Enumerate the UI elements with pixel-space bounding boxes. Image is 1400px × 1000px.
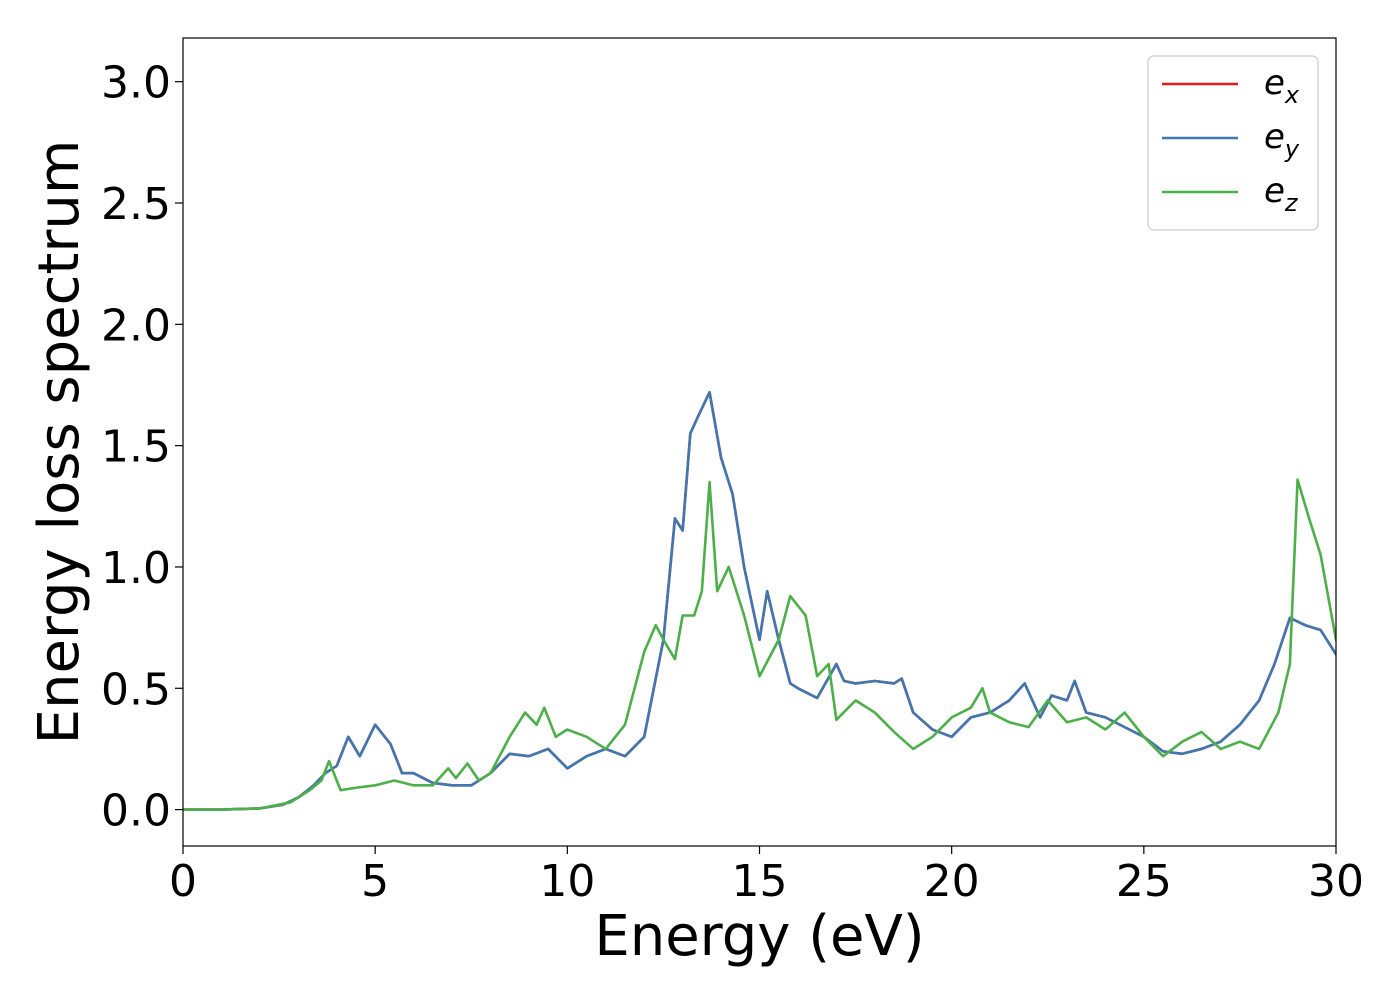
x-tick-label: 25 xyxy=(1116,856,1172,907)
y-axis-title: Energy loss spectrum xyxy=(27,140,92,745)
x-tick-label: 20 xyxy=(924,856,980,907)
x-tick-label: 0 xyxy=(169,856,197,907)
y-tick-label: 2.0 xyxy=(101,300,171,351)
legend-label-x: ex xyxy=(1264,63,1300,109)
y-axis: 0.0 0.5 1.0 1.5 2.0 2.5 3.0 xyxy=(101,58,183,837)
y-tick-label: 1.5 xyxy=(101,422,171,473)
y-tick-label: 2.5 xyxy=(101,179,171,230)
y-tick-label: 3.0 xyxy=(101,58,171,109)
x-tick-label: 30 xyxy=(1308,856,1364,907)
series-layer xyxy=(183,390,1336,811)
y-tick-label: 1.0 xyxy=(101,543,171,594)
series-line-z xyxy=(183,478,1336,811)
x-tick-label: 15 xyxy=(732,856,788,907)
x-axis-title: Energy (eV) xyxy=(594,904,924,969)
x-tick-label: 10 xyxy=(539,856,595,907)
legend-box xyxy=(1147,55,1319,231)
x-axis: 0 5 10 15 20 25 30 xyxy=(169,846,1364,907)
legend: ex ey ez xyxy=(1147,55,1319,231)
series-line-y xyxy=(183,390,1336,811)
y-tick-label: 0.5 xyxy=(101,664,171,715)
x-tick-label: 5 xyxy=(361,856,389,907)
legend-label-z: ez xyxy=(1264,171,1299,217)
legend-label-y: ey xyxy=(1264,117,1300,163)
y-tick-label: 0.0 xyxy=(101,786,171,837)
